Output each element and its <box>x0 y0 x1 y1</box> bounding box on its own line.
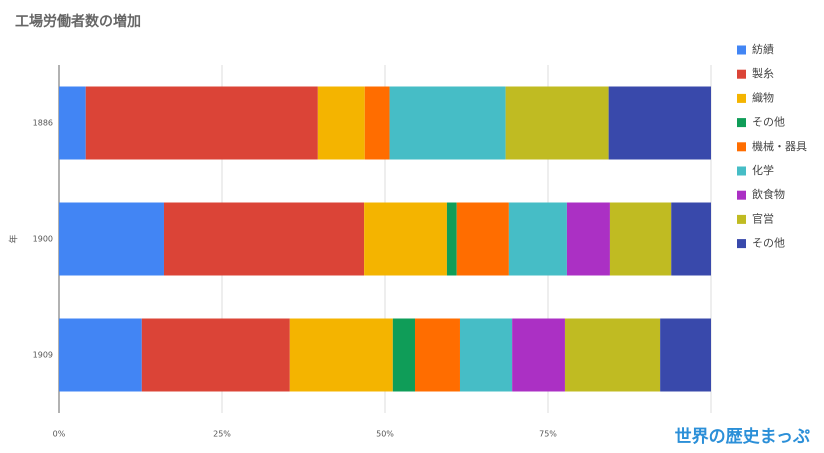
bar-segment <box>141 318 290 392</box>
x-tick-label: 75% <box>539 430 557 439</box>
bar-segment <box>289 318 393 392</box>
x-tick-label: 0% <box>53 430 66 439</box>
bar-segment <box>446 202 457 276</box>
bar-segment <box>512 318 565 392</box>
y-tick-label: 1900 <box>33 235 53 244</box>
legend-swatch <box>737 166 746 176</box>
legend-swatch <box>737 45 746 55</box>
legend-label: 飲食物 <box>752 187 785 201</box>
legend-label: 紡績 <box>752 42 774 56</box>
legend-swatch <box>737 93 746 103</box>
watermark: 世界の歴史まっぷ <box>675 426 810 447</box>
bar-segment <box>505 86 609 160</box>
bar-segment <box>59 202 164 276</box>
legend-swatch <box>737 214 746 224</box>
legend-label: 製糸 <box>752 66 774 80</box>
x-tick-label: 25% <box>213 430 231 439</box>
chart-title: 工場労働者数の増加 <box>15 13 141 30</box>
legend-swatch <box>737 69 746 79</box>
bar-segment <box>317 86 365 160</box>
bar-segment <box>364 86 390 160</box>
bar-segment <box>389 86 506 160</box>
bar-segment <box>459 318 513 392</box>
legend-label: その他 <box>752 237 785 250</box>
y-tick-label: 1909 <box>33 351 53 360</box>
legend-label: 官営 <box>752 211 774 225</box>
x-tick-label: 50% <box>376 430 394 439</box>
y-axis-label: 年 <box>8 234 20 243</box>
legend-swatch <box>737 239 746 249</box>
bar-segment <box>59 318 142 392</box>
legend-label: 機械・器具 <box>752 139 807 153</box>
bar-segment <box>59 86 86 160</box>
bar-segment <box>564 318 661 392</box>
legend-label: 化学 <box>752 163 774 177</box>
bar-segment <box>456 202 509 276</box>
bar-segment <box>85 86 318 160</box>
bar-segment <box>392 318 415 392</box>
y-tick-label: 1886 <box>33 119 53 128</box>
bar-segment <box>508 202 567 276</box>
bar-segment <box>364 202 447 276</box>
bar-segment <box>163 202 365 276</box>
bar-segment <box>608 86 711 160</box>
bar-segment <box>671 202 711 276</box>
bar-segment <box>609 202 672 276</box>
legend-swatch <box>737 142 746 152</box>
legend-label: その他 <box>752 116 785 129</box>
bar-segment <box>414 318 460 392</box>
legend-swatch <box>737 118 746 128</box>
bar-segment <box>660 318 711 392</box>
legend-swatch <box>737 190 746 200</box>
bar-segment <box>566 202 610 276</box>
legend-label: 織物 <box>752 90 774 104</box>
